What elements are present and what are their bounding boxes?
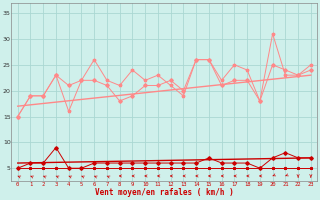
X-axis label: Vent moyen/en rafales ( km/h ): Vent moyen/en rafales ( km/h ) — [95, 188, 234, 197]
